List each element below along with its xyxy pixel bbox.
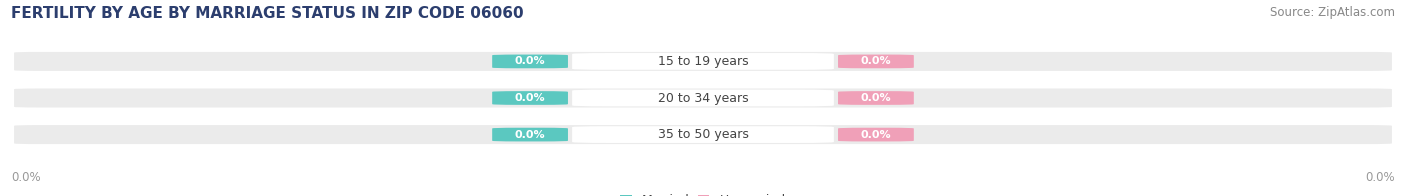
FancyBboxPatch shape bbox=[572, 90, 834, 106]
FancyBboxPatch shape bbox=[14, 52, 1392, 71]
Text: 0.0%: 0.0% bbox=[515, 56, 546, 66]
Text: 0.0%: 0.0% bbox=[860, 56, 891, 66]
FancyBboxPatch shape bbox=[572, 53, 834, 70]
Text: 0.0%: 0.0% bbox=[1365, 171, 1395, 184]
Text: 0.0%: 0.0% bbox=[860, 93, 891, 103]
FancyBboxPatch shape bbox=[838, 128, 914, 142]
FancyBboxPatch shape bbox=[492, 91, 568, 105]
Legend: Married, Unmarried: Married, Unmarried bbox=[620, 194, 786, 196]
Text: 35 to 50 years: 35 to 50 years bbox=[658, 128, 748, 141]
FancyBboxPatch shape bbox=[572, 126, 834, 143]
Text: 20 to 34 years: 20 to 34 years bbox=[658, 92, 748, 104]
FancyBboxPatch shape bbox=[492, 54, 568, 68]
Text: 15 to 19 years: 15 to 19 years bbox=[658, 55, 748, 68]
Text: 0.0%: 0.0% bbox=[515, 93, 546, 103]
Text: Source: ZipAtlas.com: Source: ZipAtlas.com bbox=[1270, 6, 1395, 19]
FancyBboxPatch shape bbox=[838, 91, 914, 105]
FancyBboxPatch shape bbox=[838, 54, 914, 68]
Text: FERTILITY BY AGE BY MARRIAGE STATUS IN ZIP CODE 06060: FERTILITY BY AGE BY MARRIAGE STATUS IN Z… bbox=[11, 6, 524, 21]
Text: 0.0%: 0.0% bbox=[11, 171, 41, 184]
FancyBboxPatch shape bbox=[14, 88, 1392, 108]
FancyBboxPatch shape bbox=[492, 128, 568, 142]
Text: 0.0%: 0.0% bbox=[515, 130, 546, 140]
Text: 0.0%: 0.0% bbox=[860, 130, 891, 140]
FancyBboxPatch shape bbox=[14, 125, 1392, 144]
